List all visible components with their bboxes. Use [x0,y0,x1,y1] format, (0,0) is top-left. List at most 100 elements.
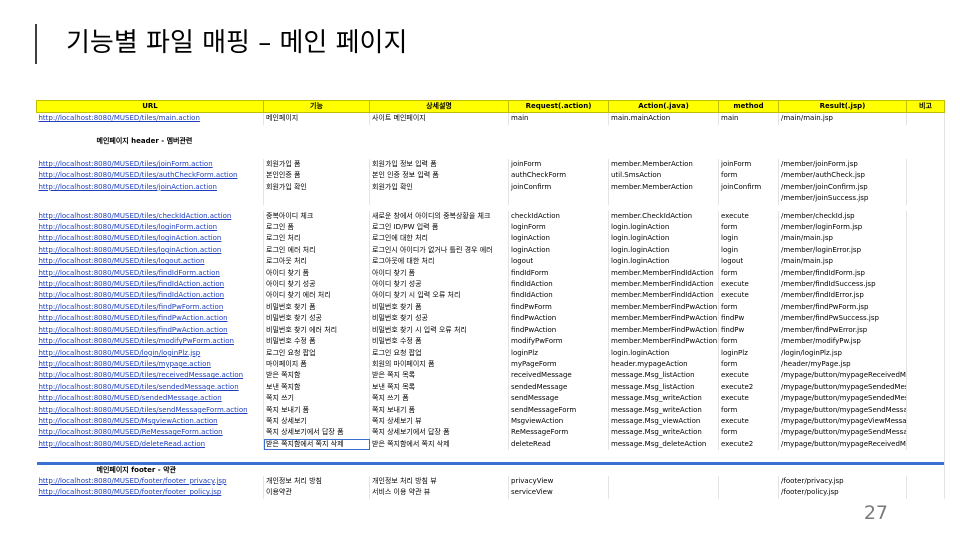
cell-req[interactable]: joinForm [508,159,609,171]
cell-method[interactable]: execute [718,415,779,428]
cell-act[interactable]: member.MemberFindPwAction [608,301,719,314]
cell-desc[interactable]: 본인 인증 정보 입력 폼 [369,170,509,182]
cell-url[interactable]: http://localhost:8080/MUSED/tiles/logout… [36,256,264,268]
cell-result[interactable]: /member/joinSuccess.jsp [778,193,907,205]
cell-result[interactable]: /member/joinForm.jsp [778,159,907,171]
cell-method[interactable]: login [718,233,779,245]
cell-desc[interactable]: 개인정보 처리 방침 뷰 [369,475,509,488]
cell-act[interactable] [608,193,719,205]
cell-desc[interactable]: 받은 쪽지 목록 [369,370,509,382]
cell-result[interactable]: /mypage/button/mypageSendMessage2.jsp [778,427,907,439]
cell-url[interactable]: http://localhost:8080/MUSED/tiles/findId… [36,279,264,291]
cell-req[interactable]: MsgviewAction [508,415,609,428]
cell-note[interactable] [906,415,945,428]
cell-req[interactable]: authCheckForm [508,170,609,182]
cell-method[interactable] [718,475,779,488]
cell-note[interactable] [906,210,945,223]
cell-note[interactable] [906,370,945,382]
cell-url[interactable]: http://localhost:8080/MUSED/tiles/loginA… [36,233,264,245]
cell-desc[interactable]: 서비스 이용 약관 뷰 [369,487,509,499]
cell-act[interactable]: member.MemberFindIdAction [608,290,719,302]
cell-method[interactable]: form [718,427,779,439]
cell-result[interactable]: /member/modifyPw.jsp [778,336,907,348]
cell-result[interactable]: /main/main.jsp [778,112,907,125]
cell-url[interactable]: http://localhost:8080/MUSED/tiles/main.a… [36,112,264,125]
cell-desc[interactable]: 받은 쪽지함에서 쪽지 삭제 [369,438,509,451]
cell-desc[interactable]: 회원가입 정보 입력 폼 [369,159,509,171]
column-header[interactable]: URL [36,99,264,114]
cell-act[interactable]: message.Msg_writeAction [608,427,719,439]
cell-act[interactable]: message.Msg_writeAction [608,393,719,405]
cell-act[interactable]: member.MemberFindPwAction [608,324,719,337]
cell-url[interactable]: http://localhost:8080/MUSED/tiles/findPw… [36,324,264,337]
cell-desc[interactable]: 비밀번호 찾기 성공 [369,313,509,325]
cell-act[interactable]: util.SmsAction [608,170,719,182]
cell-url[interactable]: http://localhost:8080/MUSED/tiles/sendMe… [36,404,264,416]
cell-func[interactable]: 쪽지 쓰기 [263,393,370,405]
cell-method[interactable]: execute2 [718,381,779,394]
cell-func[interactable]: 쪽지 상세보기 [263,415,370,428]
cell-req[interactable]: checkIdAction [508,210,609,223]
cell-method[interactable]: loginPlz [718,347,779,359]
cell-act[interactable]: login.loginAction [608,233,719,245]
cell-act[interactable]: member.MemberFindIdAction [608,267,719,280]
cell-func[interactable]: 쪽지 보내기 폼 [263,404,370,416]
cell-url[interactable]: http://localhost:8080/MUSED/tiles/findPw… [36,313,264,325]
cell-result[interactable]: /member/findIdSuccess.jsp [778,279,907,291]
cell-act[interactable]: main.mainAction [608,112,719,125]
cell-note[interactable] [906,381,945,394]
cell-func[interactable]: 마이페이지 폼 [263,358,370,371]
cell-act[interactable]: login.loginAction [608,222,719,234]
cell-func[interactable]: 쪽지 상세보기에서 답장 폼 [263,427,370,439]
cell-func[interactable]: 로그인 처리 [263,233,370,245]
cell-req[interactable]: sendedMessage [508,381,609,394]
cell-method[interactable]: form [718,267,779,280]
cell-note[interactable] [906,193,945,205]
cell-method[interactable]: execute [718,290,779,302]
cell-req[interactable]: receivedMessage [508,370,609,382]
cell-note[interactable] [906,347,945,359]
cell-req[interactable]: sendMessageForm [508,404,609,416]
cell-method[interactable]: findPw [718,313,779,325]
cell-act[interactable]: message.Msg_deleteAction [608,438,719,451]
cell-desc[interactable]: 보낸 쪽지 목록 [369,381,509,394]
cell-url[interactable]: http://localhost:8080/MUSED/tiles/joinAc… [36,181,264,194]
cell-func[interactable]: 비밀번호 찾기 폼 [263,301,370,314]
cell-desc[interactable]: 로그아웃에 대한 처리 [369,256,509,268]
cell-act[interactable]: member.MemberFindIdAction [608,279,719,291]
cell-req[interactable]: loginAction [508,244,609,257]
cell-desc[interactable]: 쪽지 쓰기 폼 [369,393,509,405]
cell-act[interactable]: member.MemberFindPwAction [608,336,719,348]
cell-req[interactable]: findIdForm [508,267,609,280]
cell-url[interactable]: http://localhost:8080/MUSED/tiles/receiv… [36,370,264,382]
cell-method[interactable]: form [718,170,779,182]
cell-result[interactable]: /mypage/button/mypageReceivedMessage.jsp [778,370,907,382]
column-header[interactable]: Request(.action) [508,99,609,114]
cell-func[interactable]: 이용약관 [263,487,370,499]
cell-req[interactable]: logout [508,256,609,268]
column-header[interactable]: 기능 [263,99,370,114]
cell-desc[interactable]: 로그인에 대한 처리 [369,233,509,245]
cell-note[interactable] [906,427,945,439]
cell-note[interactable] [906,112,945,125]
cell-result[interactable]: /footer/privacy.jsp [778,475,907,488]
cell-note[interactable] [906,487,945,499]
cell-result[interactable]: /member/findPwSuccess.jsp [778,313,907,325]
cell-req[interactable]: modifyPwForm [508,336,609,348]
cell-method[interactable]: main [718,112,779,125]
cell-act[interactable]: member.MemberAction [608,181,719,194]
cell-desc[interactable]: 로그인 ID/PW 입력 폼 [369,222,509,234]
cell-url[interactable]: http://localhost:8080/MUSED/tiles/modify… [36,336,264,348]
cell-result[interactable]: /footer/policy.jsp [778,487,907,499]
cell-func[interactable]: 아이디 찾기 성공 [263,279,370,291]
cell-url[interactable]: http://localhost:8080/MUSED/tiles/mypage… [36,358,264,371]
cell-req[interactable]: findPwAction [508,313,609,325]
cell-act[interactable]: login.loginAction [608,347,719,359]
cell-req[interactable]: privacyView [508,475,609,488]
cell-result[interactable]: /mypage/button/mypageSendedMessage.jsp [778,381,907,394]
cell-method[interactable]: execute [718,279,779,291]
cell-method[interactable]: login [718,244,779,257]
cell-func[interactable]: 비밀번호 찾기 에러 처리 [263,324,370,337]
cell-method[interactable]: joinForm [718,159,779,171]
column-header[interactable]: 비고 [906,99,945,114]
